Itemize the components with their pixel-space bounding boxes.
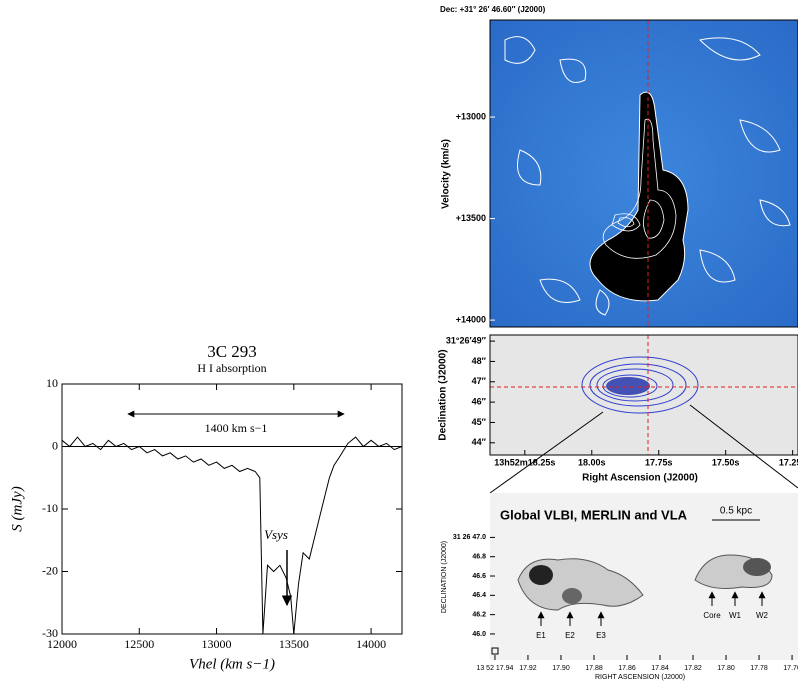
x-tick-label: 13 52 17.94: [476, 665, 513, 672]
component-label: W1: [729, 611, 742, 620]
x-tick-label: 17.86: [618, 665, 636, 672]
y-axis-label: Declination (J2000): [438, 349, 449, 440]
component-label: W2: [756, 611, 769, 620]
x-tick-label: 17.90: [552, 665, 570, 672]
y-tick-label: 46.8: [472, 554, 486, 561]
component-label: E1: [536, 631, 546, 640]
x-tick-label: 17.80: [717, 665, 735, 672]
panel-title: Dec: +31° 26′ 46.60″ (J2000): [440, 5, 546, 14]
x-tick-label: 17.76: [783, 665, 798, 672]
y-tick-label: 46.6: [472, 573, 486, 580]
y-tick-label: 10: [46, 376, 58, 390]
y-tick-label: 0: [52, 438, 58, 452]
x-tick-label: 14000: [356, 637, 386, 651]
x-tick-label: 17.88: [585, 665, 603, 672]
x-axis-label: RIGHT ASCENSION (J2000): [595, 674, 685, 681]
y-axis-label: S (mJy): [9, 486, 25, 531]
panel-title: Global VLBI, MERLIN and VLA: [500, 507, 688, 522]
scale-bar-label: 0.5 kpc: [720, 506, 752, 517]
y-tick-label: 46.2: [472, 611, 486, 618]
y-tick-label: -10: [42, 501, 58, 515]
x-tick-label: 13000: [202, 637, 232, 651]
y-tick-label: 31°26′49″: [446, 335, 487, 345]
x-tick-label: 17.84: [651, 665, 669, 672]
x-tick-label: 12500: [124, 637, 154, 651]
y-tick-label: 48″: [472, 356, 487, 366]
y-tick-label: 44″: [472, 437, 487, 447]
y-tick-label: 47″: [472, 376, 487, 386]
x-tick-label: 17.92: [519, 665, 537, 672]
x-tick-label: 12000: [47, 637, 77, 651]
pv-image: [489, 19, 798, 328]
chart-title: 3C 293: [207, 342, 257, 361]
x-tick-label: 13500: [279, 637, 309, 651]
x-axis-label: Right Ascension (J2000): [582, 473, 698, 484]
x-tick-label: 17.50s: [712, 457, 740, 467]
component-label: E3: [596, 631, 606, 640]
x-tick-label: 17.25s: [779, 457, 798, 467]
x-axis-label: Vhel (km s−1): [189, 656, 275, 672]
y-tick-label: 46.4: [472, 592, 486, 599]
y-tick-label: 31 26 47.0: [453, 534, 486, 541]
component-label: E2: [565, 631, 575, 640]
x-tick-label: 17.75s: [645, 457, 673, 467]
y-tick-label: -20: [42, 563, 58, 577]
x-tick-label: 17.78: [750, 665, 768, 672]
spectrum-line: [62, 436, 402, 634]
x-tick-label: 13h52m18.25s: [494, 457, 555, 467]
y-tick-label: -30: [42, 626, 58, 640]
contour-image: [489, 334, 798, 494]
y-tick-label: 45″: [472, 417, 487, 427]
y-tick-label: +14000: [456, 314, 486, 324]
y-axis-label: Velocity (km/s): [441, 139, 452, 209]
x-tick-label: 18.00s: [578, 457, 606, 467]
x-tick-label: 17.82: [684, 665, 702, 672]
annotation: 1400 km s−1: [205, 421, 268, 435]
y-tick-label: 46″: [472, 396, 487, 406]
y-tick-label: +13500: [456, 213, 486, 223]
vlbi-image: [490, 493, 798, 660]
component-label: Core: [703, 611, 721, 620]
y-tick-label: +13000: [456, 111, 486, 121]
annotation: Vsys: [264, 527, 288, 542]
chart-subtitle: H I absorption: [197, 361, 266, 375]
y-axis-label: DECLINATION (J2000): [441, 541, 448, 613]
y-tick-label: 46.0: [472, 631, 486, 638]
